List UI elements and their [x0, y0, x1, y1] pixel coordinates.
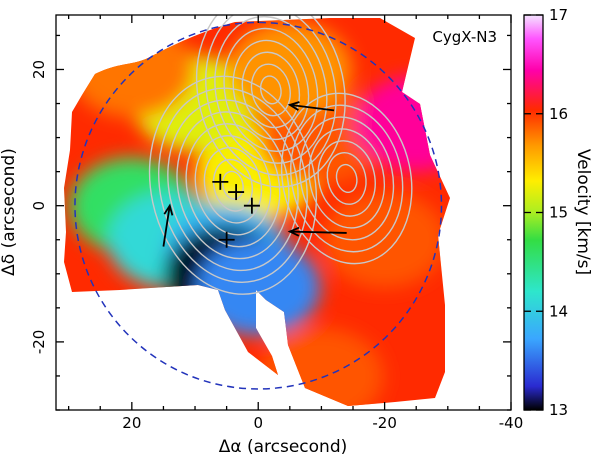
x-tick-label: -20 [372, 414, 397, 432]
colorbar-ticks: 13 14 15 16 17 [524, 6, 568, 419]
velocity-region [196, 239, 321, 336]
contour-line [241, 51, 301, 129]
contour-line [250, 63, 291, 117]
contour-line [232, 39, 310, 141]
colorbar-tick-label: 14 [549, 302, 568, 320]
x-tick-label: 0 [253, 414, 263, 432]
contour-line [212, 158, 253, 212]
velocity-region [69, 21, 194, 118]
contour-line [223, 27, 319, 153]
contour-line [148, 75, 318, 295]
contour-line [308, 128, 386, 229]
x-tick-label: -40 [499, 414, 524, 432]
arrows [162, 101, 347, 247]
contour-line [205, 15, 337, 176]
contour-line [280, 92, 413, 265]
y-tick-label: -20 [30, 330, 48, 355]
colorbar-label: Velocity [km/s] [573, 149, 593, 275]
velocity-region [322, 191, 447, 288]
pointer-arrow [287, 101, 335, 112]
contour-line [259, 75, 282, 105]
colorbar: 13 14 15 16 17 Velocity [km/s] [523, 6, 593, 419]
plot-frame [55, 14, 512, 411]
position-marker [218, 231, 235, 248]
y-axis-label: Δδ (arcsecond) [0, 148, 19, 276]
pointer-arrow [162, 203, 174, 247]
position-marker [243, 197, 260, 214]
velocity-region [354, 75, 450, 172]
contour-line [157, 87, 308, 284]
contour-line [290, 104, 404, 253]
y-tick-label: 0 [30, 201, 48, 211]
contour-line [299, 116, 395, 241]
y-tick-label: 20 [30, 60, 48, 79]
contour-line [326, 152, 367, 205]
source-label: CygX-N3 [432, 28, 497, 46]
contour-line [195, 15, 346, 188]
contour-line [214, 15, 328, 164]
contour-line [335, 163, 358, 193]
velocity-region [227, 21, 352, 118]
markers [212, 173, 260, 248]
contour-line [317, 140, 376, 217]
position-marker [212, 173, 229, 190]
colorbar-tick-label: 16 [549, 105, 568, 123]
contours [148, 15, 413, 295]
position-marker [228, 184, 245, 201]
x-axis-label: Δα (arcsecond) [219, 437, 348, 457]
axis-ticks: 20 0 -20 -40 20 0 -20 [30, 15, 523, 432]
velocity-map [64, 18, 450, 406]
contour-line [203, 146, 263, 224]
colorbar-tick-label: 13 [549, 401, 568, 419]
contour-line [194, 135, 272, 236]
x-tick-label: 20 [122, 414, 141, 432]
colorbar-tick-label: 15 [549, 204, 568, 222]
pointer-arrow [287, 226, 347, 237]
colorbar-tick-label: 17 [549, 6, 568, 24]
